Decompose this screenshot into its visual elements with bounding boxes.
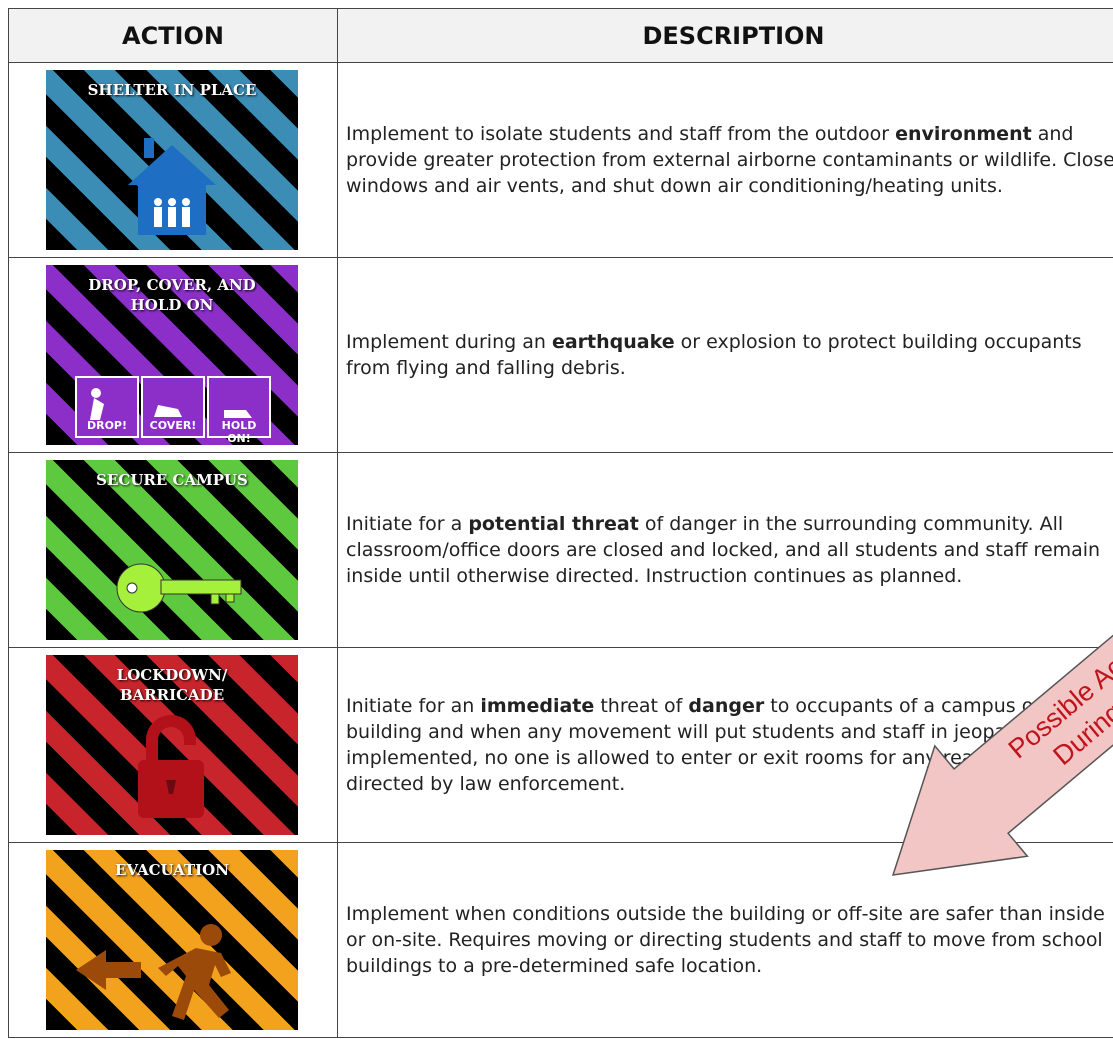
action-cell: LOCKDOWN/ BARRICADE — [9, 648, 338, 842]
action-title: SECURE CAMPUS — [96, 471, 248, 489]
action-cell: EVACUATION — [9, 843, 338, 1037]
description-cell: Implement to isolate students and staff … — [338, 63, 1113, 257]
description-cell: Initiate for a potential threat of dange… — [338, 453, 1113, 647]
action-icon — [116, 563, 242, 613]
text: Implement when conditions outside the bu… — [346, 903, 1105, 977]
text: and provide greater protection from exte… — [346, 123, 1113, 197]
text: Implement during an — [346, 331, 552, 353]
action-tile: LOCKDOWN/ BARRICADE — [46, 655, 298, 835]
bold-text: potential threat — [468, 513, 639, 535]
header-cell: ACTION — [9, 9, 338, 62]
action-icon — [138, 715, 204, 818]
bold-text: immediate — [480, 695, 595, 717]
table-row: SECURE CAMPUS Initiate for a potential th… — [9, 453, 1113, 648]
action-icon — [75, 376, 271, 438]
description-text: Initiate for an immediate threat of dang… — [346, 693, 1113, 797]
table-row: SHELTER IN PLACE Implement to isolate stu… — [9, 63, 1113, 258]
description-cell: Implement when conditions outside the bu… — [338, 843, 1113, 1037]
text: Implement to isolate students and staff … — [346, 123, 896, 145]
action-cell: SHELTER IN PLACE — [9, 63, 338, 257]
action-cell: DROP! COVER! HOLD ON! DROP, COVER, AND HOLD… — [9, 258, 338, 452]
bold-text: danger — [688, 695, 765, 717]
text: or explosion to protect building occupan… — [346, 331, 1082, 379]
table-row: DROP! COVER! HOLD ON! DROP, COVER, AND HOLD… — [9, 258, 1113, 453]
description-text: Implement when conditions outside the bu… — [346, 901, 1113, 979]
action-title: SHELTER IN PLACE — [87, 81, 257, 99]
action-tile: SHELTER IN PLACE — [46, 70, 298, 250]
icon-label: COVER! — [149, 419, 197, 432]
text: Initiate for an — [346, 695, 481, 717]
icon-label: DROP! — [86, 419, 128, 432]
bold-text: earthquake — [551, 331, 675, 353]
text: Initiate for a — [346, 513, 469, 535]
table-row: EVACUATION Implement when conditions outs… — [9, 843, 1113, 1038]
action-tile: DROP! COVER! HOLD ON! DROP, COVER, AND HOLD… — [46, 265, 298, 445]
header-cell: DESCRIPTION — [642, 21, 825, 50]
action-tile: SECURE CAMPUS — [46, 460, 298, 640]
header-row: ACTION DESCRIPTION — [9, 9, 1113, 63]
description-cell: Implement during an earthquake or explos… — [338, 258, 1113, 452]
action-tile: EVACUATION — [46, 850, 298, 1030]
description-text: Initiate for a potential threat of dange… — [346, 511, 1113, 589]
text: of danger in the surrounding community. … — [346, 513, 1101, 587]
action-cell: SECURE CAMPUS — [9, 453, 338, 647]
description-text: Implement to isolate students and staff … — [346, 121, 1113, 199]
text: threat of — [594, 695, 689, 717]
action-icon — [128, 138, 216, 235]
action-title: LOCKDOWN/ BARRICADE — [116, 666, 228, 704]
action-title: EVACUATION — [115, 861, 229, 879]
table: ACTION DESCRIPTION SHELTER IN PLACE Imple… — [8, 8, 1113, 1038]
description-text: Implement during an earthquake or explos… — [346, 329, 1113, 381]
description-cell: Initiate for an immediate threat of dang… — [338, 648, 1113, 842]
table-row: LOCKDOWN/ BARRICADE Initiate for an immed… — [9, 648, 1113, 843]
action-title: DROP, COVER, AND HOLD ON — [88, 276, 256, 314]
action-icon — [76, 924, 231, 1020]
icon-label: HOLD ON! — [221, 419, 257, 445]
bold-text: environment — [895, 123, 1032, 145]
